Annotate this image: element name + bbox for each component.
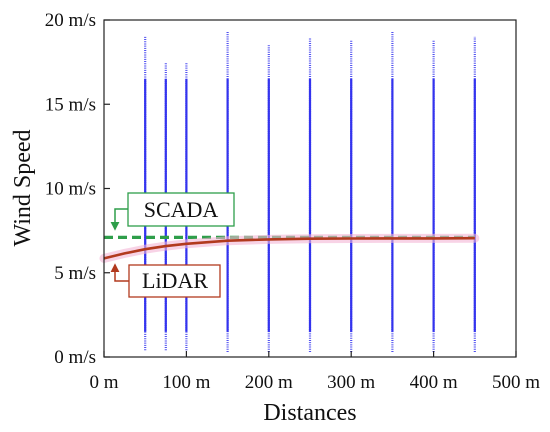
y-tick-label: 10 m/s — [45, 179, 96, 200]
y-axis-title: Wind Speed — [10, 129, 36, 246]
y-tick-label: 20 m/s — [45, 10, 96, 31]
lidar-callout-leader — [110, 263, 129, 282]
plot-data-layer — [99, 31, 480, 352]
scada-callout-box — [127, 192, 235, 227]
x-tick-label: 100 m — [162, 372, 210, 393]
x-axis-title: Distances — [263, 400, 356, 426]
x-axis: 0 m 100 m 200 m 300 m 400 m 500 m — [89, 351, 540, 393]
x-tick-label: 0 m — [89, 372, 118, 393]
y-tick-label: 0 m/s — [54, 347, 96, 368]
x-tick-label: 400 m — [410, 372, 458, 393]
lidar-callout: LiDAR — [110, 263, 221, 298]
y-tick-label: 15 m/s — [45, 94, 96, 115]
x-tick-label: 200 m — [245, 372, 293, 393]
lidar-callout-box — [128, 264, 221, 298]
scada-callout-leader — [110, 208, 128, 231]
scada-callout-label: SCADA — [144, 197, 219, 222]
x-tick-label: 500 m — [492, 372, 540, 393]
lidar-scatter-points — [144, 31, 476, 352]
lidar-callout-label: LiDAR — [142, 268, 208, 293]
y-axis: 0 m/s 5 m/s 10 m/s 15 m/s 20 m/s — [45, 10, 110, 368]
lidar-line — [103, 236, 475, 260]
x-tick-label: 300 m — [327, 372, 375, 393]
y-tick-label: 5 m/s — [54, 263, 96, 284]
scada-callout: SCADA — [110, 192, 235, 231]
